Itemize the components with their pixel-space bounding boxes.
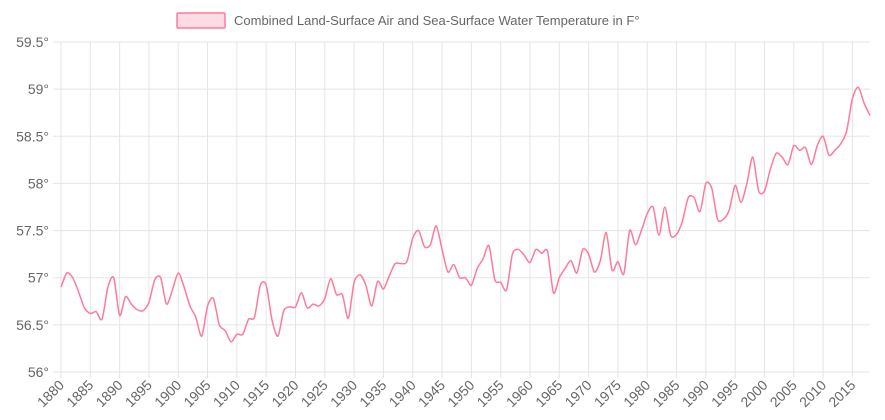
- x-tick-label: 1980: [620, 377, 653, 410]
- legend-label: Combined Land-Surface Air and Sea-Surfac…: [234, 13, 640, 28]
- y-tick-label: 57.5°: [16, 223, 49, 239]
- x-tick-label: 1940: [386, 377, 419, 410]
- x-tick-label: 2010: [796, 377, 829, 410]
- x-tick-label: 1895: [122, 377, 155, 410]
- y-tick-label: 56°: [28, 364, 49, 380]
- x-tick-label: 1965: [532, 377, 565, 410]
- y-gridlines: [53, 41, 870, 373]
- x-tick-label: 1990: [679, 377, 712, 410]
- x-tick-label: 1930: [327, 377, 360, 410]
- x-axis-tick-labels: 1880188518901895190019051910191519201925…: [34, 377, 859, 410]
- series-line-temperature: [60, 86, 871, 343]
- x-tick-label: 1915: [239, 377, 272, 410]
- x-tick-label: 1995: [708, 377, 741, 410]
- legend[interactable]: Combined Land-Surface Air and Sea-Surfac…: [176, 12, 640, 29]
- x-gridlines: [60, 42, 853, 378]
- x-tick-label: 1885: [63, 377, 96, 410]
- x-tick-label: 1970: [561, 377, 594, 410]
- x-tick-label: 1925: [298, 377, 331, 410]
- x-tick-label: 1900: [151, 377, 184, 410]
- x-tick-label: 1975: [591, 377, 624, 410]
- x-tick-label: 1910: [210, 377, 243, 410]
- y-tick-label: 59.5°: [16, 34, 49, 50]
- y-tick-label: 58°: [28, 175, 49, 191]
- y-axis-tick-labels: 56° 56.5° 57° 57.5° 58° 58.5° 59° 59.5°: [16, 34, 49, 380]
- x-tick-label: 2015: [825, 377, 858, 410]
- legend-swatch: [176, 12, 226, 29]
- y-tick-label: 59°: [28, 81, 49, 97]
- x-tick-label: 1935: [356, 377, 389, 410]
- x-tick-label: 1890: [92, 377, 125, 410]
- x-tick-label: 1880: [34, 377, 67, 410]
- x-tick-label: 1920: [268, 377, 301, 410]
- y-tick-label: 57°: [28, 270, 49, 286]
- x-tick-label: 1985: [649, 377, 682, 410]
- x-tick-label: 2005: [767, 377, 800, 410]
- x-tick-label: 1955: [473, 377, 506, 410]
- x-tick-label: 2000: [737, 377, 770, 410]
- y-tick-label: 56.5°: [16, 317, 49, 333]
- x-tick-label: 1960: [503, 377, 536, 410]
- x-tick-label: 1950: [444, 377, 477, 410]
- y-tick-label: 58.5°: [16, 128, 49, 144]
- x-tick-label: 1905: [180, 377, 213, 410]
- x-tick-label: 1945: [415, 377, 448, 410]
